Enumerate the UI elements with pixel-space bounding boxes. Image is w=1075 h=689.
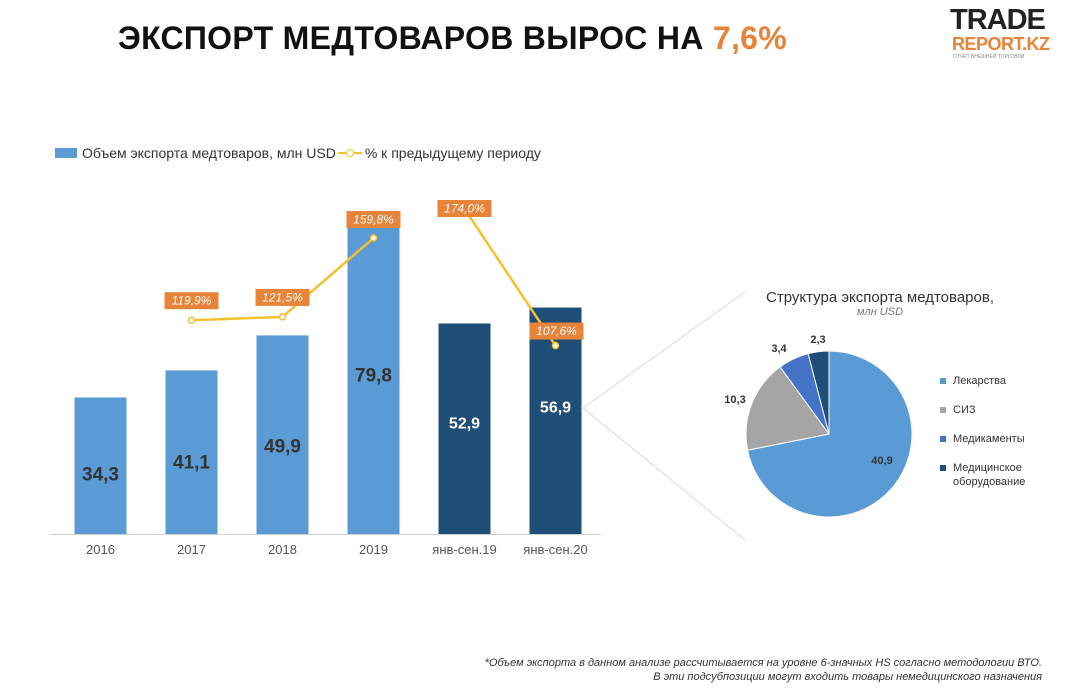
pie-legend-swatch <box>940 378 946 384</box>
page-title: ЭКСПОРТ МЕДТОВАРОВ ВЫРОС НА 7,6% <box>118 20 787 57</box>
x-tick-label: 2016 <box>86 542 115 557</box>
x-tick-label: янв-сен.19 <box>432 542 496 557</box>
bar-2017 <box>165 370 218 534</box>
percent-point <box>278 313 287 321</box>
pie-legend-item: СИЗ <box>940 403 1033 417</box>
percent-label-box <box>346 211 401 229</box>
pie-slice-label: 10,3 <box>724 394 745 406</box>
pie-legend-swatch <box>940 465 946 471</box>
pie-legend-label: Медицинское оборудование <box>953 462 1026 488</box>
connector-line-bottom <box>582 407 746 541</box>
pie-legend-item: Медикаменты <box>940 432 1033 446</box>
pie-legend-label: Медикаменты <box>953 433 1025 445</box>
pie-slice-label: 3,4 <box>771 343 787 355</box>
connector-line-top <box>582 291 746 409</box>
pie-title: Структура экспорта медтоваров, <box>766 289 994 306</box>
bar-value-label: 52,9 <box>449 415 480 432</box>
percent-point <box>187 316 196 324</box>
bar-value-label: 79,8 <box>355 365 392 386</box>
bar-value-label: 56,9 <box>540 400 571 417</box>
pie-slice-label: 2,3 <box>810 334 825 346</box>
percent-label-box <box>164 292 219 310</box>
footnote-line2: В эти подсубпозиции могут входить товары… <box>653 671 1042 683</box>
bar-янв-сен.20 <box>529 307 582 534</box>
percent-point <box>551 341 560 350</box>
pie-legend-swatch <box>940 436 946 442</box>
logo-tagline: ОТЧЁТ ВНЕШНЕЙ ТОРГОВЛИ <box>953 54 1025 60</box>
x-tick-label: янв-сен.20 <box>523 542 587 557</box>
trade-report-logo: TRADE REPORT.KZ ОТЧЁТ ВНЕШНЕЙ ТОРГОВЛИ <box>950 6 1060 72</box>
pie-legend-item: Лекарства <box>940 374 1033 388</box>
percent-line-segment-1 <box>191 237 375 322</box>
bar-2016 <box>74 397 127 534</box>
x-tick-label: 2019 <box>359 542 388 557</box>
logo-line1: TRADE <box>950 4 1046 36</box>
percent-label: 174,0% <box>444 202 485 216</box>
pie-slice <box>747 350 913 518</box>
legend-swatch-line <box>337 148 362 158</box>
legend-swatch-bar <box>55 148 77 158</box>
bar-value-label: 41,1 <box>173 452 210 473</box>
pie-legend-label: Лекарства <box>953 375 1007 387</box>
percent-label: 159,8% <box>353 213 394 227</box>
pie-legend-label: СИЗ <box>953 404 976 416</box>
bar-янв-сен.19 <box>438 323 491 534</box>
bar-value-label: 49,9 <box>264 437 301 458</box>
percent-point <box>369 234 378 242</box>
pie-subtitle: млн USD <box>856 306 904 318</box>
footnote: *Объем экспорта в данном анализе рассчит… <box>485 656 1042 684</box>
bar-value-label: 34,3 <box>82 465 119 486</box>
pie-slice <box>807 350 830 435</box>
logo-line2: REPORT.KZ <box>952 34 1050 54</box>
pie-legend: Лекарства СИЗ Медикаменты Медицинское об… <box>940 374 1033 504</box>
pie-slice <box>745 366 830 451</box>
bar-chart-legend: Объем экспорта медтоваров, млн USD % к п… <box>55 145 541 161</box>
percent-label: 107,6% <box>536 324 577 338</box>
x-tick-label: 2017 <box>177 542 206 557</box>
legend-label-volume: Объем экспорта медтоваров, млн USD <box>82 145 336 161</box>
percent-label: 121,5% <box>262 290 303 304</box>
bar-2018 <box>256 335 309 534</box>
percent-label-box <box>255 288 310 306</box>
x-tick-label: 2018 <box>268 542 297 557</box>
pie-slice-label: 40,9 <box>871 455 892 467</box>
pie-legend-item: Медицинское оборудование <box>940 461 1033 489</box>
title-text: ЭКСПОРТ МЕДТОВАРОВ ВЫРОС НА <box>118 20 704 56</box>
percent-label-box <box>437 200 492 217</box>
bar-2019 <box>347 216 400 534</box>
pie-legend-swatch <box>940 407 946 413</box>
percent-label: 119,9% <box>172 294 212 308</box>
title-accent: 7,6% <box>712 20 788 56</box>
percent-label-box <box>529 322 584 340</box>
legend-label-percent: % к предыдущему периоду <box>364 145 541 161</box>
footnote-line1: *Объем экспорта в данном анализе рассчит… <box>484 657 1042 669</box>
